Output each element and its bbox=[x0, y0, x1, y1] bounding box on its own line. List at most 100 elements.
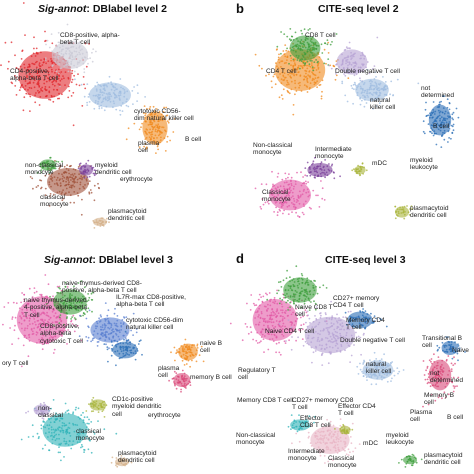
c-memory-cd8-cluster-core bbox=[90, 317, 130, 343]
panel-c-title: Sig-annot: DBlabel level 3 bbox=[44, 254, 173, 266]
a-classical-mono-cluster bbox=[29, 160, 100, 216]
d-classical-mono-cluster bbox=[291, 418, 361, 464]
panel-b-cluster-label: not determined bbox=[421, 85, 454, 100]
panel-d-cluster-label: Classical monocyte bbox=[328, 455, 357, 470]
panel-b-cluster-label: plasmacytoid dendritic cell bbox=[410, 205, 449, 220]
panel-c-cluster-label: memory B cell bbox=[190, 374, 232, 381]
panel-c-cluster-label: plasma cell bbox=[158, 365, 180, 380]
panel-c-cluster-label: naive thymus-derived 4-positive, alpha-be… bbox=[24, 297, 88, 319]
panel-b-title: CITE-seq level 2 bbox=[318, 3, 399, 15]
b-cd8-cluster bbox=[276, 28, 338, 72]
panel-d-letter: d bbox=[236, 251, 244, 266]
c-nk-cluster bbox=[103, 330, 143, 367]
panel-d-cluster-label: Double negative T cell bbox=[340, 337, 406, 344]
panel-a-cluster-label: myeloid dendritic cell bbox=[95, 162, 132, 177]
d-nonclassical-cluster bbox=[287, 414, 316, 433]
panel-b-cluster-label: CD8 T cell bbox=[305, 32, 336, 39]
panel-a-cluster-label: B cell bbox=[185, 136, 202, 143]
panel-a-cluster-label: CD4-positive, alpha-beta T cell bbox=[10, 68, 59, 83]
panel-b-cluster-label: myeloid leukocyte bbox=[410, 157, 438, 172]
panel-c-cluster-label: classical monocyte bbox=[76, 428, 105, 443]
c-nonclassical-cluster bbox=[25, 401, 50, 420]
panel-d-cluster-label: CD27+ memory CD8 T cell bbox=[292, 397, 354, 412]
panel-a-title-italic: Sig-annot bbox=[38, 3, 87, 15]
c-pdc-cluster bbox=[110, 455, 133, 468]
panel-b-cluster-label: B cell bbox=[433, 123, 450, 130]
d-dn-cluster bbox=[344, 308, 388, 330]
d-nk-cluster bbox=[356, 351, 405, 386]
panel-d-cluster-label: natural killer cell bbox=[366, 361, 392, 376]
b-intermediate-cluster bbox=[304, 156, 341, 180]
panel-b-cluster-label: Intermediate monocyte bbox=[315, 146, 352, 161]
b-dn-cluster bbox=[328, 36, 379, 82]
panel-a-cluster-label: plasmacytoid dendritic cell bbox=[108, 208, 147, 223]
panel-c-cluster-label: plasmacytoid dendritic cell bbox=[118, 450, 157, 465]
panel-d-cluster-label: not determined bbox=[430, 370, 463, 385]
d-naive-cd8-cluster-core bbox=[283, 277, 317, 303]
d-b-cluster bbox=[422, 346, 460, 408]
a-cd8-cluster bbox=[44, 23, 97, 88]
panel-d-cluster-label: Memory CD8 T cell bbox=[237, 397, 294, 404]
panel-a-title: Sig-annot: DBlabel level 2 bbox=[38, 3, 167, 15]
panel-c-title-rest: : DBlabel level 3 bbox=[92, 254, 173, 266]
c-naive-cd8-cluster bbox=[45, 280, 94, 326]
panel-b-cluster-label: Double negative T cell bbox=[335, 68, 401, 75]
a-nonclassical-cluster bbox=[36, 156, 63, 174]
a-mdc-cluster bbox=[77, 159, 97, 179]
d-naive-cd8-cluster bbox=[266, 265, 328, 311]
panel-c-cluster-label: non-classical bbox=[38, 405, 63, 420]
panel-a-title-rest: : DBlabel level 2 bbox=[86, 3, 167, 15]
panel-d-cluster-label: CD27+ memory CD4 T cell bbox=[333, 295, 380, 310]
panel-b-letter: b bbox=[236, 1, 244, 16]
panel-d-cluster-label: plasmacytoid dendritic cell bbox=[424, 452, 463, 467]
panel-d-cluster-label: Naive CD4 T cell bbox=[265, 328, 315, 335]
panel-b-cluster-label: Classical monocyte bbox=[262, 189, 291, 204]
d-dn-cluster-core bbox=[347, 311, 373, 329]
panel-c-cluster-label: naive thymus-derived CD8- positive, alpha… bbox=[62, 280, 142, 295]
c-naive-b-cluster bbox=[170, 338, 205, 368]
a-classical-mono-cluster-core bbox=[47, 168, 89, 196]
c-classical-mono-cluster bbox=[20, 399, 118, 462]
panel-c-cluster-label: CD1c-positive myeloid dendritic cell bbox=[112, 396, 162, 418]
panel-c-cluster-label: erythrocyte bbox=[148, 412, 181, 419]
panel-d-cluster-label: Non-classical monocyte bbox=[236, 432, 276, 447]
panel-b-cluster-label: natural killer cell bbox=[370, 97, 396, 112]
panel-a-cluster-label: plasma cell bbox=[138, 140, 160, 155]
b-classical-mono-cluster bbox=[254, 170, 326, 218]
a-bcell-cluster bbox=[125, 105, 176, 155]
d-naive-b-cluster bbox=[436, 336, 466, 362]
panel-b-cluster-label: CD4 T cell bbox=[266, 68, 297, 75]
panel-a-cluster-label: non-classical monocyte bbox=[25, 162, 64, 177]
panel-a-cluster-label: erythrocyte bbox=[120, 176, 153, 183]
a-nk-cluster bbox=[74, 75, 147, 116]
d-naive-cd4-cluster-core bbox=[252, 299, 298, 341]
panel-d-cluster-label: Effector CD4 T cell bbox=[338, 403, 376, 418]
b-pdc-cluster bbox=[394, 205, 413, 220]
panel-d-cluster-label: Naive bbox=[452, 347, 469, 354]
panel-d-title: CITE-seq level 3 bbox=[325, 254, 406, 266]
c-memory-b-cluster bbox=[168, 369, 192, 393]
panel-c-cluster-label: IL7R-max CD8-positive, alpha-beta T cell bbox=[116, 294, 186, 309]
d-mdc-cluster bbox=[334, 423, 354, 435]
d-naive-cd4-cluster bbox=[229, 289, 328, 356]
panel-b-cluster-label: Non-classical monocyte bbox=[253, 142, 293, 157]
c-mdc-cluster bbox=[85, 396, 108, 418]
b-nk-cluster bbox=[341, 68, 420, 110]
b-mdc-cluster bbox=[351, 162, 368, 177]
d-memory-cd4-cluster bbox=[278, 300, 375, 366]
panel-c-cluster-label: ory T cell bbox=[2, 360, 29, 367]
panel-c-cluster-label: CD8-positive, alpha-beta cytotoxic T cell bbox=[40, 323, 83, 345]
panel-d-cluster-label: Memory CD4 T cell bbox=[346, 317, 385, 332]
panel-b-cluster-label: mDC bbox=[372, 160, 388, 167]
panel-a-cluster-label: cytotoxic CD56- dim natural killer cell bbox=[134, 108, 194, 123]
panel-d-cluster-label: B cell bbox=[447, 414, 464, 421]
panel-a-cluster-label: classical monocyte bbox=[40, 194, 69, 209]
d-pdc-cluster bbox=[398, 453, 423, 468]
panel-d-cluster-label: Intermediate monocyte bbox=[288, 448, 325, 463]
panel-d-cluster-label: myeloid leukocyte bbox=[386, 432, 414, 447]
